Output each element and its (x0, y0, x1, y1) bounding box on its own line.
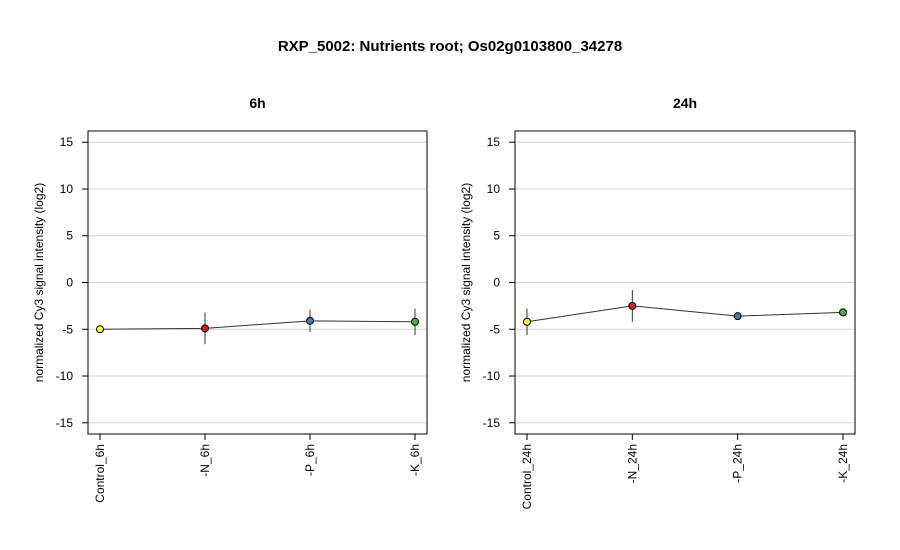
x-tick-label: -N_24h (625, 444, 639, 483)
data-point (733, 312, 742, 321)
x-tick-label: -P_6h (303, 444, 317, 476)
x-tick-label: Control_6h (93, 444, 107, 503)
series-line (99, 320, 416, 330)
y-tick-label: 0 (66, 276, 73, 290)
panel-title: 6h (249, 95, 265, 111)
y-tick-label: -10 (483, 369, 501, 383)
x-tick-label: -P_24h (731, 444, 745, 483)
y-tick-label: 5 (493, 229, 500, 243)
y-tick-label: 15 (487, 135, 501, 149)
y-tick-label: -5 (489, 322, 500, 336)
x-tick-label: Control_24h (520, 444, 534, 509)
data-point (201, 324, 209, 333)
y-tick-label: -15 (56, 416, 74, 430)
x-tick-label: -K_6h (408, 444, 422, 476)
x-tick-label: -K_24h (836, 444, 850, 483)
data-point (306, 316, 314, 325)
y-tick-label: -15 (483, 416, 501, 430)
data-point (839, 308, 847, 317)
panel-title: 24h (673, 95, 697, 111)
y-tick-label: 10 (487, 182, 501, 196)
data-point (96, 325, 104, 334)
y-tick-label: 10 (60, 182, 74, 196)
y-axis-label: normalized Cy3 signal intensity (log2) (459, 183, 473, 382)
figure-title: RXP_5002: Nutrients root; Os02g0103800_3… (277, 38, 623, 55)
y-tick-label: 15 (60, 135, 74, 149)
y-tick-label: 5 (66, 229, 73, 243)
y-tick-label: 0 (493, 276, 500, 290)
y-tick-label: -5 (62, 322, 73, 336)
data-point (628, 301, 637, 310)
x-tick-label: -N_6h (198, 444, 212, 477)
y-tick-label: -10 (56, 369, 74, 383)
data-point (523, 317, 531, 326)
series-line (526, 305, 844, 323)
y-axis-label: normalized Cy3 signal intensity (log2) (32, 183, 46, 382)
data-point (411, 317, 419, 326)
